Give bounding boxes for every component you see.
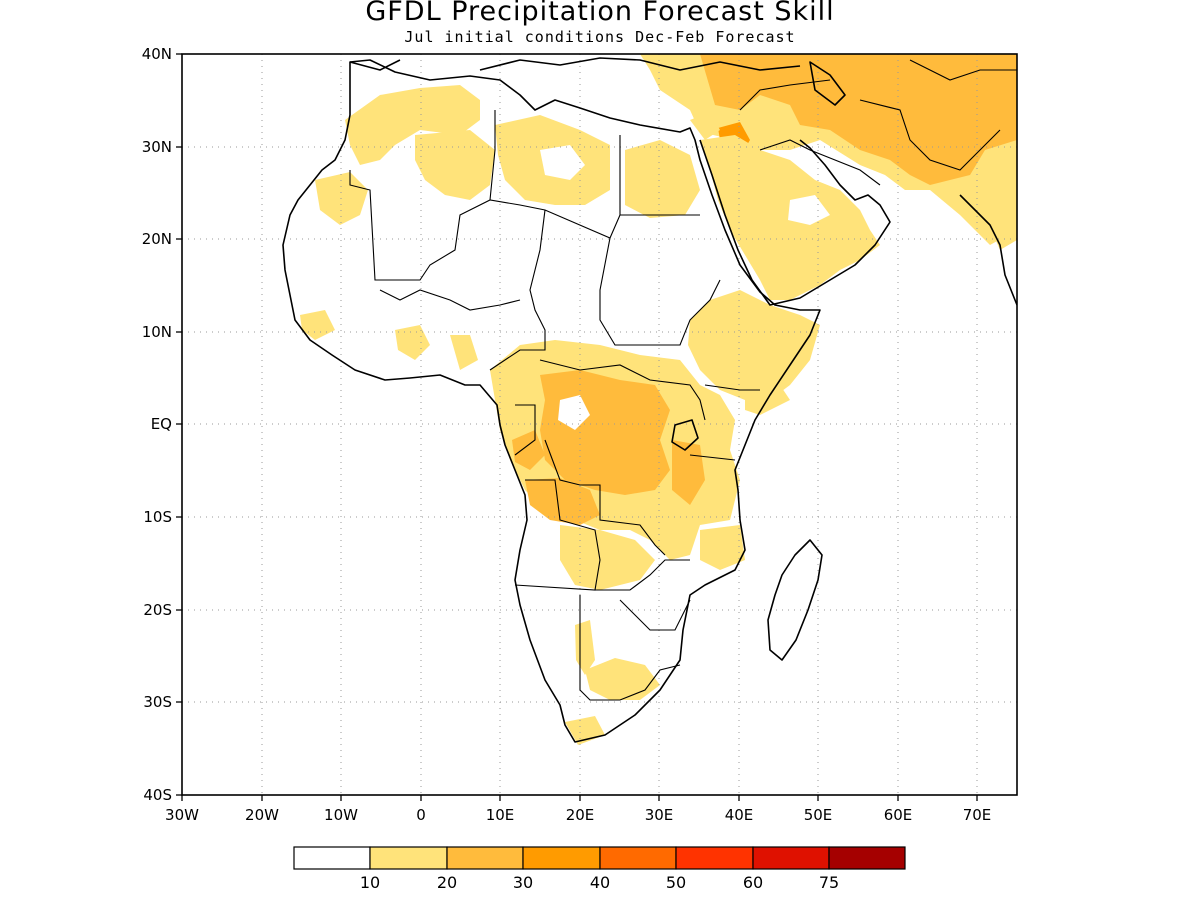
colorbar-label-20: 20 [437,873,457,892]
colorbar-swatch-4 [599,846,677,870]
mediterranean-north [349,57,801,71]
lat-labels: 40N 30N 20N 10N EQ 10S 20S 30S 40S [142,45,172,804]
lat-label-eq: EQ [151,415,172,433]
lat-label-20n: 20N [142,230,172,248]
lat-label-40s: 40S [143,786,172,804]
lat-label-10s: 10S [143,508,172,526]
lat-label-40n: 40N [142,45,172,63]
shade-namibia [575,620,595,675]
lon-label-40e: 40E [725,806,754,824]
colorbar-label-30: 30 [513,873,533,892]
lat-label-10n: 10N [142,323,172,341]
colorbar-swatch-2 [446,846,524,870]
colorbar: 10 20 30 40 50 60 75 [293,846,906,892]
lon-label-10w: 10W [324,806,358,824]
colorbar-swatch-6 [752,846,830,870]
lon-label-60e: 60E [884,806,913,824]
coastlines [282,57,1017,743]
lake-victoria [671,419,699,451]
shade-ethiopia [688,290,820,400]
arabia-coastline [699,139,891,306]
colorbar-swatch-7 [828,846,906,870]
lat-label-30n: 30N [142,138,172,156]
shade-sinai [690,112,720,140]
shade-indian-coast [975,155,1017,250]
caspian [809,61,846,106]
shade-algeria [415,130,495,200]
india-coastline [959,194,1017,306]
lon-label-20w: 20W [245,806,279,824]
colorbar-label-50: 50 [666,873,686,892]
shade-gulf [450,335,478,370]
shade-central-white [558,395,590,430]
colorbar-label-10: 10 [360,873,380,892]
colorbar-swatch-0 [293,846,371,870]
shade-congo-orange-west [512,430,545,470]
shade-guinea [300,310,335,340]
colorbar-label-40: 40 [590,873,610,892]
lat-label-20s: 20S [143,601,172,619]
lon-label-0: 0 [416,806,426,824]
lat-label-30s: 30S [143,693,172,711]
skill-shading [300,54,1017,745]
borders [349,59,1017,701]
shade-zambia [560,525,655,590]
lon-label-50e: 50E [804,806,833,824]
colorbar-swatch-1 [369,846,448,870]
colorbar-label-60: 60 [743,873,763,892]
lon-label-20e: 20E [566,806,595,824]
colorbar-label-75: 75 [819,873,839,892]
shade-sa [585,658,660,700]
shade-egypt [625,140,700,218]
shade-mozambique [700,525,745,570]
madagascar [767,539,823,661]
lon-labels: 30W 20W 10W 0 10E 20E 30E 40E 50E 60E 70… [165,806,991,824]
map-subtitle: Jul initial conditions Dec-Feb Forecast [404,28,796,46]
tick-marks [176,53,978,801]
africa-coastline [282,59,821,743]
colorbar-swatch-5 [675,846,754,870]
lon-label-30w: 30W [165,806,199,824]
shade-arabia-white [788,195,830,225]
map-title: GFDL Precipitation Forecast Skill [365,0,835,27]
lon-label-30e: 30E [645,806,674,824]
colorbar-swatch-3 [522,846,601,870]
shade-libya-hole [540,145,585,180]
lon-label-70e: 70E [963,806,992,824]
shade-west-coast [395,325,430,360]
shade-angola [525,478,600,525]
shade-maghreb [345,85,480,165]
lon-label-10e: 10E [486,806,515,824]
shade-cape [565,716,605,745]
